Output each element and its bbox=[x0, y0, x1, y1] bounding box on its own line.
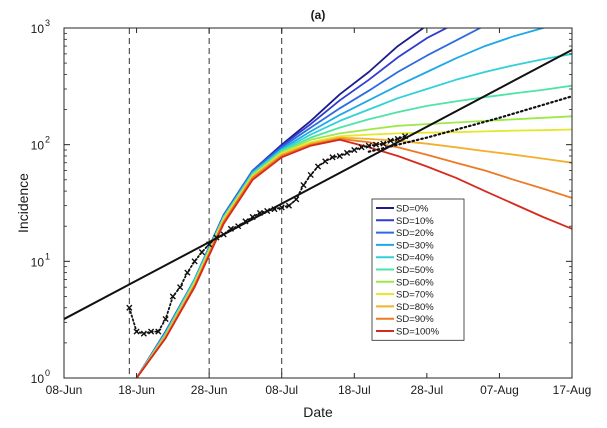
observed-marker bbox=[380, 140, 387, 147]
y-tick-exponent: 3 bbox=[45, 18, 50, 28]
observed-marker bbox=[140, 330, 147, 337]
x-axis-ticks: 08-Jun 18-Jun 28-Jun 08-Jul 18-Jul 28-Jul 07-A… bbox=[46, 28, 592, 397]
observed-marker bbox=[314, 163, 322, 170]
observed-marker bbox=[169, 293, 176, 300]
x-tick-label: 28-Jun bbox=[191, 383, 228, 397]
observed-marker bbox=[177, 284, 184, 291]
observed-marker bbox=[271, 206, 278, 213]
x-axis-label: Date bbox=[303, 404, 333, 420]
y-tick-label: 10 bbox=[31, 372, 45, 386]
observed-marker bbox=[278, 204, 285, 211]
x-tick-label: 28-Jul bbox=[411, 383, 444, 397]
observed-marker bbox=[401, 133, 409, 140]
x-tick-label: 07-Aug bbox=[480, 383, 519, 397]
observed-marker bbox=[264, 207, 271, 215]
legend-label: SD=10% bbox=[396, 216, 434, 227]
legend-label: SD=100% bbox=[396, 327, 440, 338]
legend-label: SD=20% bbox=[396, 228, 434, 239]
observed-marker bbox=[191, 258, 198, 265]
y-tick-exponent: 2 bbox=[45, 135, 50, 145]
observed-marker bbox=[351, 146, 358, 154]
exponential-fit-line bbox=[64, 48, 572, 320]
observed-marker bbox=[126, 304, 133, 311]
fit-lines bbox=[64, 48, 572, 320]
observed-marker bbox=[300, 182, 307, 189]
plot-frame bbox=[63, 27, 573, 379]
observed-marker bbox=[285, 202, 293, 209]
observed-marker bbox=[242, 218, 249, 225]
legend-label: SD=80% bbox=[396, 302, 434, 313]
legend: SD=0%SD=10%SD=20%SD=30% SD=40%SD=50%SD=60… bbox=[371, 198, 465, 341]
x-tick-label: 08-Jun bbox=[46, 383, 83, 397]
observed-marker bbox=[387, 137, 394, 144]
legend-label: SD=70% bbox=[396, 290, 434, 301]
chart-title: (a) bbox=[311, 8, 326, 22]
observed-marker bbox=[365, 142, 372, 149]
y-tick-label: 10 bbox=[31, 22, 45, 36]
observed-marker bbox=[155, 328, 162, 335]
legend-label: SD=50% bbox=[396, 265, 434, 276]
x-tick-label: 17-Aug bbox=[553, 383, 592, 397]
legend-label: SD=40% bbox=[396, 253, 434, 264]
sd-series-lines bbox=[135, 28, 572, 378]
legend-label: SD=90% bbox=[396, 314, 434, 325]
observed-marker bbox=[133, 328, 140, 335]
observed-marker bbox=[206, 241, 213, 248]
plot-area bbox=[64, 28, 572, 378]
observed-marker bbox=[184, 269, 191, 276]
x-tick-label: 18-Jun bbox=[118, 383, 155, 397]
observed-series bbox=[126, 133, 409, 337]
y-axis-label: Incidence bbox=[15, 173, 31, 233]
x-tick-label: 18-Jul bbox=[338, 383, 371, 397]
observed-marker bbox=[256, 209, 264, 217]
observed-marker bbox=[372, 141, 380, 148]
observed-marker bbox=[249, 213, 256, 221]
observed-marker bbox=[358, 144, 365, 151]
observed-marker bbox=[235, 223, 242, 230]
observed-marker bbox=[227, 225, 235, 232]
x-tick-label: 08-Jul bbox=[265, 383, 298, 397]
observed-marker bbox=[394, 135, 401, 143]
y-tick-exponent: 1 bbox=[45, 251, 50, 261]
projection-dotted-line bbox=[367, 95, 572, 153]
observed-marker bbox=[322, 158, 329, 165]
legend-label: SD=30% bbox=[396, 240, 434, 251]
y-tick-label: 10 bbox=[31, 139, 45, 153]
observed-marker bbox=[329, 154, 336, 161]
series-line-sd-50 bbox=[135, 84, 572, 378]
observed-marker bbox=[293, 196, 300, 203]
observed-marker bbox=[213, 234, 220, 241]
observed-marker bbox=[147, 328, 155, 335]
legend-label: SD=0% bbox=[396, 204, 429, 215]
y-tick-label: 10 bbox=[31, 255, 45, 269]
series-line-sd-100 bbox=[135, 138, 572, 378]
observed-marker bbox=[336, 152, 343, 160]
observed-marker bbox=[162, 315, 169, 323]
observed-marker bbox=[220, 231, 227, 238]
observed-marker bbox=[198, 249, 205, 256]
y-tick-exponent: 0 bbox=[45, 368, 50, 378]
observed-marker bbox=[307, 171, 314, 179]
observed-marker bbox=[343, 149, 351, 156]
legend-label: SD=60% bbox=[396, 277, 434, 288]
